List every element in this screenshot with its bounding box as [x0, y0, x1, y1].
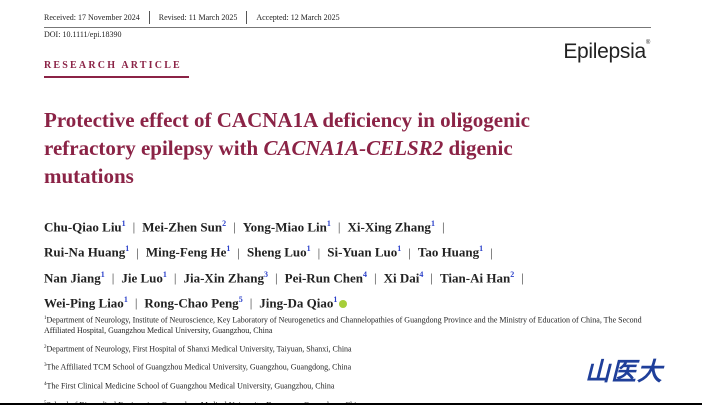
received-date: Received: 17 November 2024: [44, 13, 140, 22]
author-separator: |: [111, 269, 115, 285]
author[interactable]: Jia-Xin Zhang: [183, 269, 265, 285]
watermark-logo: 山医大: [585, 357, 664, 386]
affiliation-ref[interactable]: 1: [306, 244, 311, 254]
registered-mark: ®: [645, 40, 650, 46]
author-separator: |: [337, 219, 341, 235]
affiliation-ref[interactable]: 2: [222, 219, 227, 228]
affiliation-text: Department of Neurology, Institute of Ne…: [44, 315, 642, 335]
affiliation-ref[interactable]: 2: [510, 269, 515, 279]
author-separator: |: [317, 244, 321, 260]
author[interactable]: Jie Luo: [121, 269, 163, 285]
affiliation-text: School of Biomedical Engineering, Guangd…: [47, 400, 364, 405]
author[interactable]: Si-Yuan Luo: [327, 244, 398, 260]
author[interactable]: Sheng Luo: [247, 244, 307, 260]
accepted-date: Accepted: 12 March 2025: [246, 11, 348, 24]
affiliation-ref[interactable]: 1: [479, 244, 484, 254]
affiliation-ref[interactable]: 1: [333, 294, 338, 304]
author[interactable]: Yong-Miao Lin: [242, 219, 327, 235]
author[interactable]: Jing-Da Qiao: [259, 295, 334, 311]
author-separator: |: [237, 244, 241, 260]
header-divider: [44, 27, 651, 28]
author-separator: |: [136, 244, 139, 260]
affiliation-ref[interactable]: 1: [397, 244, 402, 254]
author-separator: |: [132, 219, 136, 235]
author[interactable]: Xi Dai: [383, 269, 420, 285]
affiliation-text: The First Clinical Medicine School of Gu…: [46, 381, 335, 391]
author[interactable]: Tao Huang: [417, 244, 480, 260]
affiliation-number: 4: [44, 381, 47, 387]
author[interactable]: Rong-Chao Peng: [144, 295, 239, 311]
affiliation-number: 2: [44, 344, 47, 350]
affiliation-ref[interactable]: 1: [162, 269, 167, 279]
title-text: digenic mutations: [44, 136, 513, 188]
affiliation-text: The Affiliated TCM School of Guangzhou M…: [46, 362, 352, 372]
article-type-underline: [44, 76, 189, 78]
author[interactable]: Pei-Run Chen: [284, 269, 364, 285]
affiliation-number: 5: [44, 401, 47, 405]
author-separator: |: [173, 269, 177, 285]
affiliation-ref[interactable]: 1: [121, 219, 126, 228]
author-separator: |: [430, 269, 433, 285]
affiliation: 3The Affiliated TCM School of Guangzhou …: [44, 361, 664, 373]
author[interactable]: Nan Jiang: [44, 269, 101, 285]
author-separator: |: [134, 295, 138, 311]
affiliation-ref[interactable]: 3: [264, 269, 269, 279]
title-text: Protective effect of CACNA1A deficiency …: [44, 108, 530, 160]
author-separator: |: [374, 269, 377, 285]
author-list: Chu-Qiao Liu1 | Mei-Zhen Sun2 | Yong-Miao Li…: [44, 213, 664, 314]
affiliation-number: 3: [44, 363, 47, 369]
affiliation: 5School of Biomedical Engineering, Guang…: [44, 399, 664, 405]
affiliation-ref[interactable]: 1: [123, 294, 128, 304]
affiliation-ref[interactable]: 1: [125, 244, 130, 254]
affiliation: 2Department of Neurology, First Hospital…: [44, 343, 664, 355]
affiliation-text: Department of Neurology, First Hospital …: [46, 344, 352, 354]
affiliation-ref[interactable]: 5: [238, 294, 243, 304]
title-gene: CACNA1A-CELSR2: [263, 136, 444, 160]
journal-logo: Epilepsia®: [563, 40, 650, 64]
affiliation-ref[interactable]: 4: [419, 269, 424, 279]
author[interactable]: Xi-Xing Zhang: [347, 219, 431, 235]
author-separator: |: [521, 269, 524, 285]
affiliation-number: 1: [44, 316, 47, 321]
author[interactable]: Tian-Ai Han: [440, 269, 511, 285]
author-separator: |: [408, 244, 411, 260]
author-separator: |: [233, 219, 236, 235]
affiliation-ref[interactable]: 1: [430, 219, 435, 228]
affiliation: 1Department of Neurology, Institute of N…: [44, 314, 664, 336]
author-separator: |: [441, 219, 445, 235]
orcid-icon[interactable]: [339, 300, 348, 309]
paper-title: Protective effect of CACNA1A deficiency …: [44, 106, 604, 190]
journal-name: Epilepsia: [563, 40, 646, 63]
publication-dates: Received: 17 November 2024 Revised: 11 M…: [44, 11, 349, 24]
affiliation-ref[interactable]: 1: [100, 269, 105, 279]
author[interactable]: Chu-Qiao Liu: [44, 219, 122, 235]
author[interactable]: Ming-Feng He: [145, 244, 227, 260]
author[interactable]: Rui-Na Huang: [44, 244, 126, 260]
affiliation-ref[interactable]: 1: [326, 219, 331, 228]
author-separator: |: [275, 269, 278, 285]
affiliation-ref[interactable]: 1: [226, 244, 231, 254]
affiliation: 4The First Clinical Medicine School of G…: [44, 380, 664, 392]
article-type: RESEARCH ARTICLE: [44, 60, 182, 71]
bottom-bar: [0, 403, 702, 405]
author-separator: |: [490, 244, 493, 260]
affiliation-ref[interactable]: 4: [363, 269, 368, 279]
revised-date: Revised: 11 March 2025: [148, 11, 247, 24]
author[interactable]: Wei-Ping Liao: [44, 295, 124, 311]
affiliation-list: 1Department of Neurology, Institute of N…: [44, 314, 664, 405]
author-separator: |: [249, 295, 253, 311]
doi[interactable]: DOI: 10.1111/epi.18390: [44, 30, 122, 39]
author[interactable]: Mei-Zhen Sun: [142, 219, 223, 235]
